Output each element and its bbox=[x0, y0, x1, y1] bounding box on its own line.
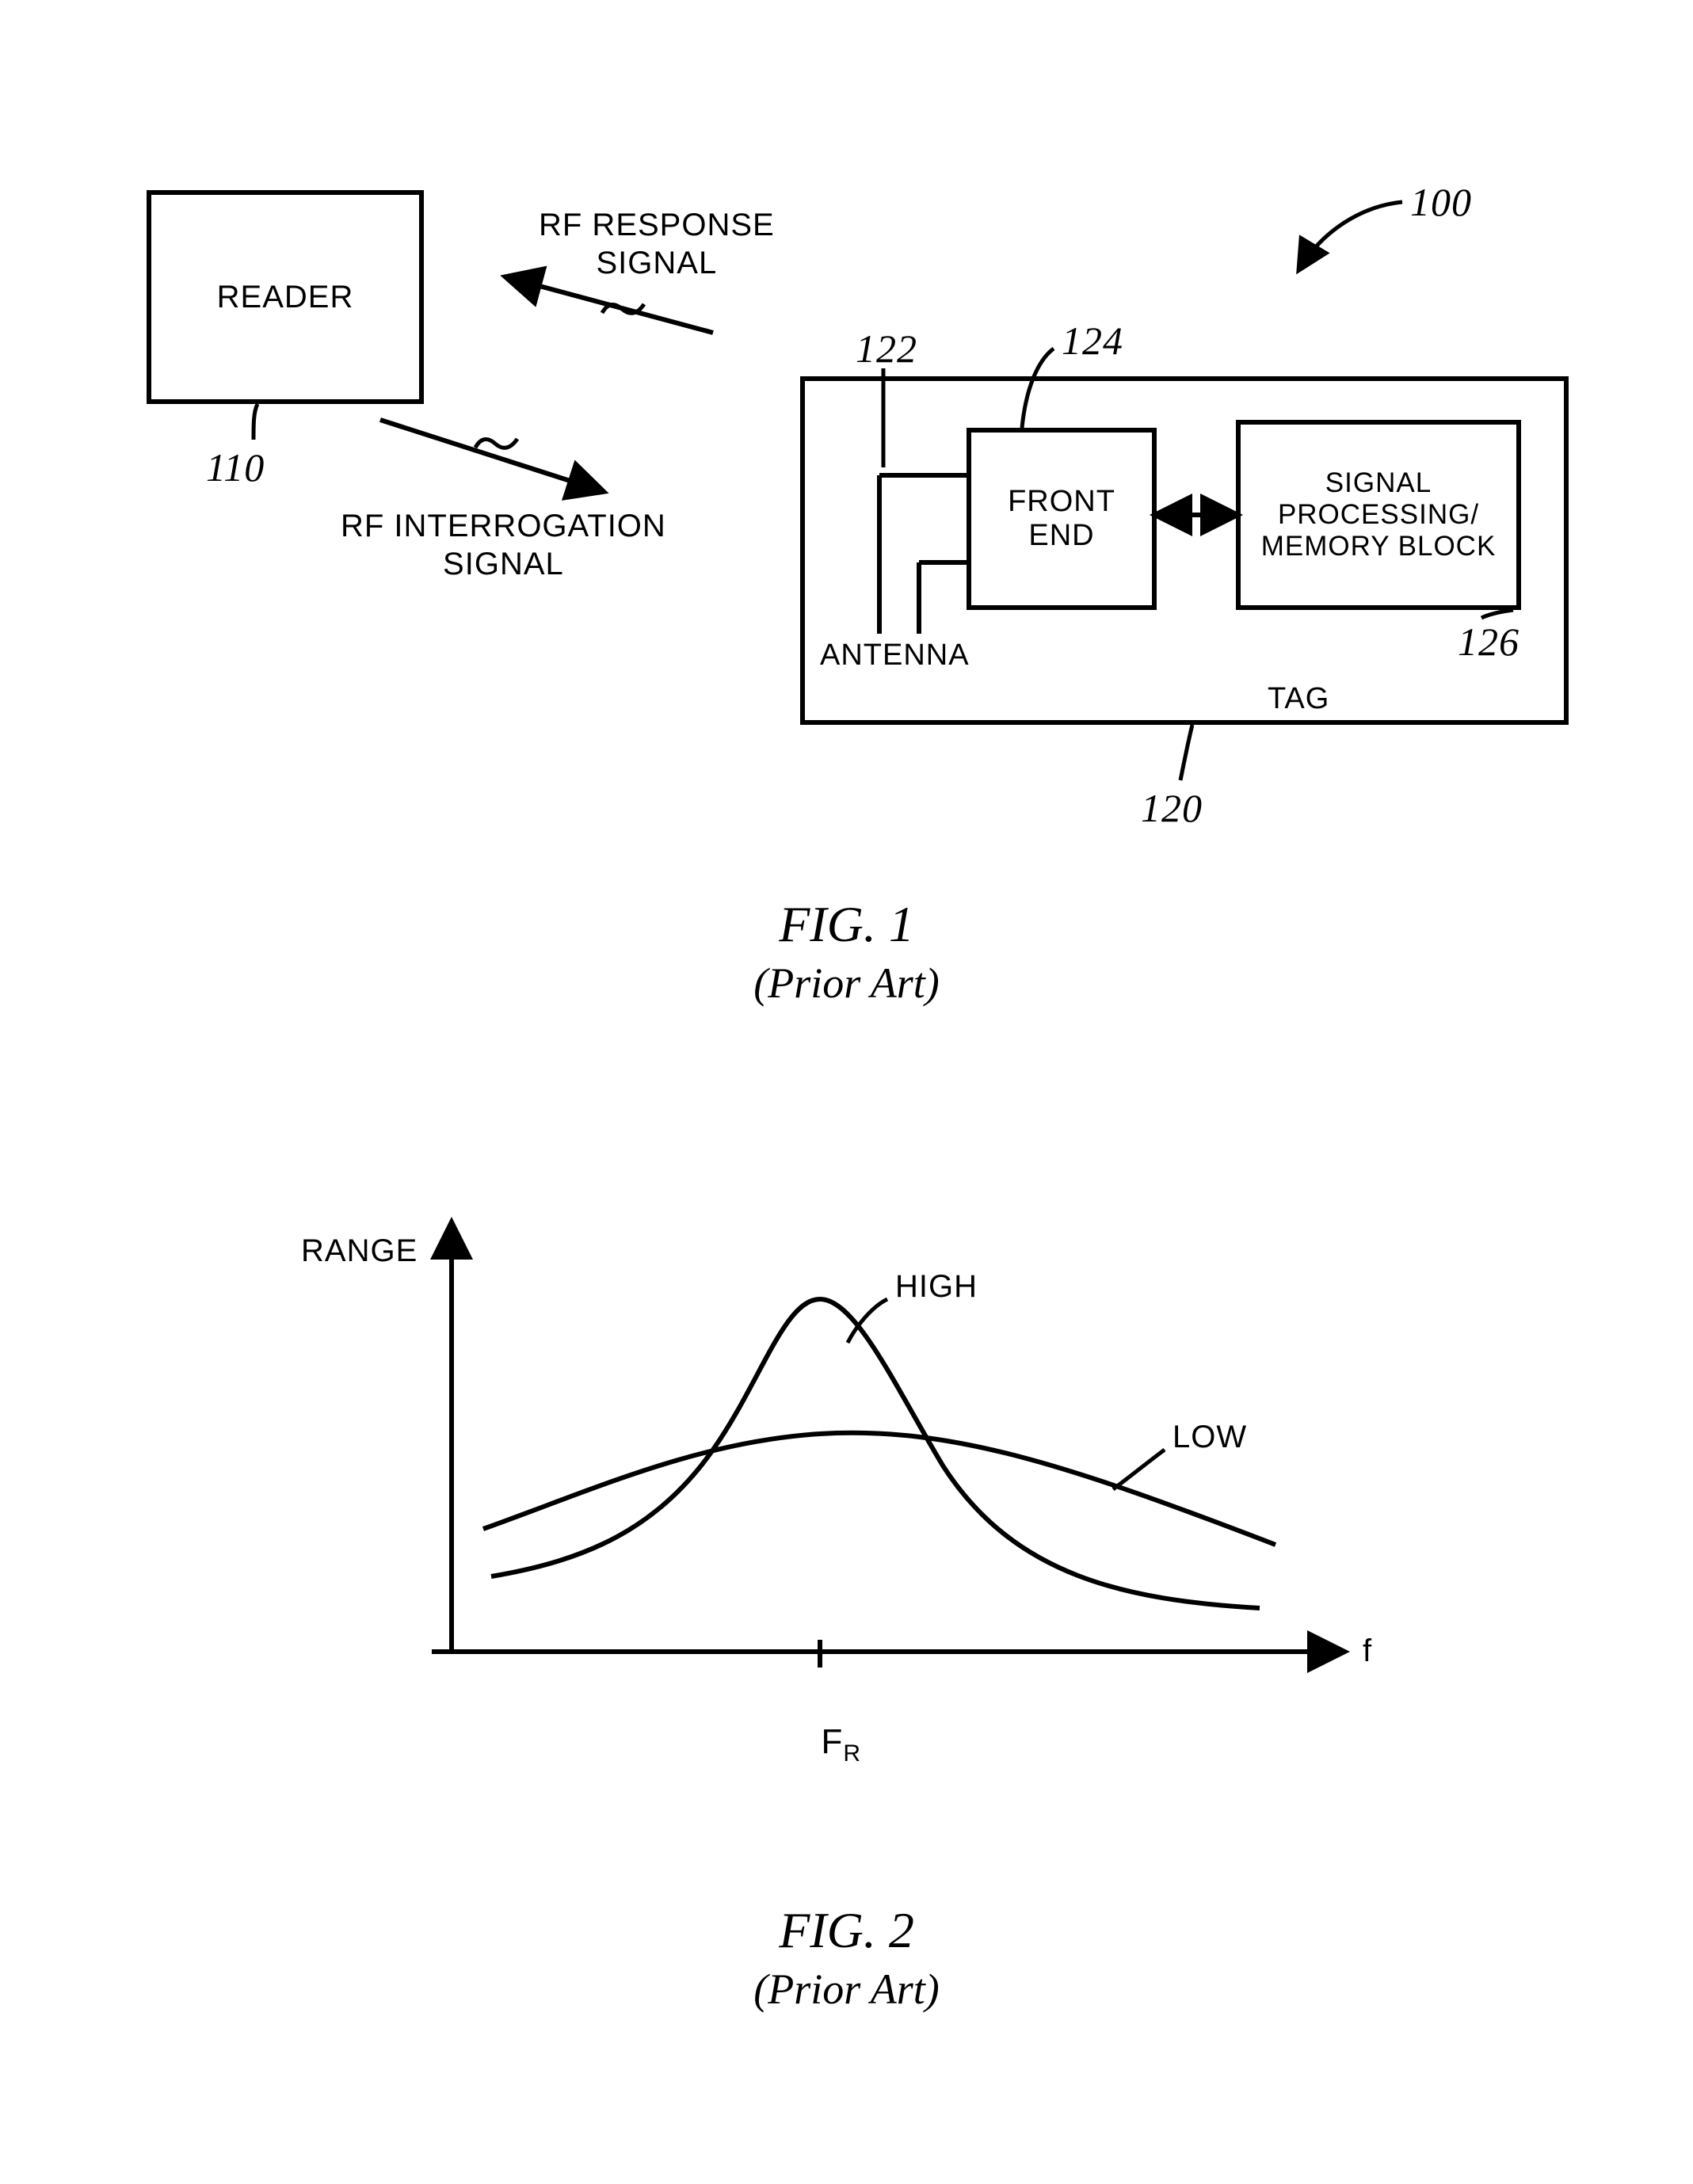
fr-label: FR bbox=[800, 1679, 861, 1768]
front-end-label: FRONT END bbox=[1008, 485, 1115, 553]
range-label: RANGE bbox=[301, 1232, 418, 1270]
ref-122: 122 bbox=[856, 325, 917, 372]
fig1-caption-main: FIG. 1 bbox=[0, 895, 1693, 954]
rf-response-arrow bbox=[507, 277, 713, 333]
fr-sub: R bbox=[843, 1740, 861, 1767]
front-end-box: FRONT END bbox=[967, 428, 1157, 610]
rf-interrogation-label: RF INTERROGATION SIGNAL bbox=[341, 507, 666, 583]
tag-label: TAG bbox=[1268, 681, 1329, 718]
fig2-caption-sub: (Prior Art) bbox=[0, 1965, 1693, 2014]
fig2-caption-main: FIG. 2 bbox=[0, 1901, 1693, 1960]
f-label: f bbox=[1363, 1632, 1372, 1670]
reader-label: READER bbox=[217, 280, 354, 315]
antenna-label: ANTENNA bbox=[820, 638, 970, 674]
rf-interrogation-arrow bbox=[380, 420, 602, 491]
ref-124: 124 bbox=[1062, 317, 1123, 364]
high-label: HIGH bbox=[895, 1267, 978, 1305]
fr-main: F bbox=[821, 1722, 843, 1761]
rf-response-label: RF RESPONSE SIGNAL bbox=[539, 206, 775, 282]
ref-120: 120 bbox=[1141, 784, 1203, 832]
sigproc-label: SIGNAL PROCESSING/ MEMORY BLOCK bbox=[1261, 467, 1497, 563]
fig1-caption-sub: (Prior Art) bbox=[0, 959, 1693, 1008]
ref-100: 100 bbox=[1410, 178, 1472, 226]
fig1-caption: FIG. 1 (Prior Art) bbox=[0, 895, 1693, 1008]
ref-126: 126 bbox=[1458, 618, 1520, 665]
low-label: LOW bbox=[1173, 1418, 1247, 1456]
sigproc-box: SIGNAL PROCESSING/ MEMORY BLOCK bbox=[1236, 420, 1521, 610]
ref-110: 110 bbox=[206, 444, 265, 491]
reader-box: READER bbox=[147, 190, 424, 404]
fig2-caption: FIG. 2 (Prior Art) bbox=[0, 1901, 1693, 2014]
